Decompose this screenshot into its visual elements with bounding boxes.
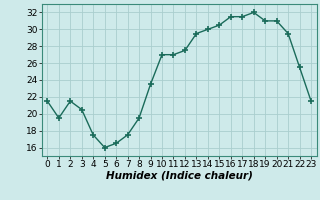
X-axis label: Humidex (Indice chaleur): Humidex (Indice chaleur): [106, 171, 252, 181]
